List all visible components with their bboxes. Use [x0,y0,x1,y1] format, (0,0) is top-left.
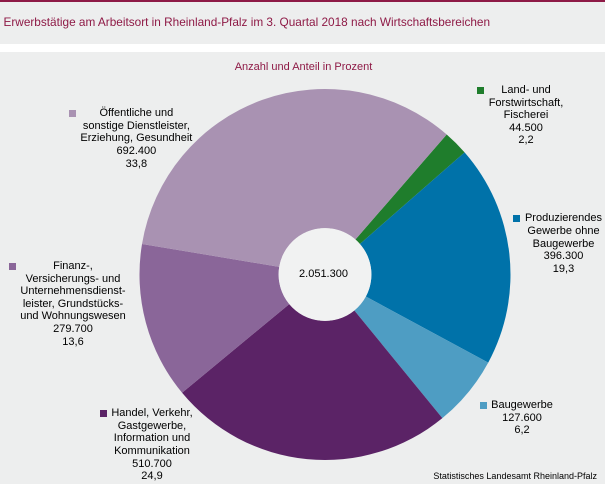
segment-label-line: Handel, Verkehr, [111,407,193,420]
segment-label-line: Unternehmensdienst- [20,285,126,298]
segment-label-line: und Wohnungswesen [20,310,126,323]
segment-label-line: 279.700 [53,322,93,335]
segment-label-line: Gewerbe ohne [527,224,600,237]
segment-label-line: Versicherungs- und [25,272,121,285]
segment-label-line: 6,2 [514,424,530,437]
segment-label-line: 692.400 [116,144,157,157]
segment-label-1: Produzierendes Gewerbe ohne Baugewerbe 396.… [525,212,602,275]
segment-label-line: Finanz-, [53,260,93,272]
pie-segment-1[interactable] [359,152,511,363]
donut-hole [278,228,372,321]
segment-label-line: 127.600 [502,411,542,424]
pie-segment-4[interactable] [139,243,290,393]
segment-label-line: Erziehung, Gesundheit [80,132,193,145]
legend-key-3 [99,410,107,417]
segment-label-line: Baugewerbe [532,237,595,250]
pie-segment-0[interactable] [355,134,465,244]
segment-label-line: 19,3 [552,262,575,275]
legend-key-4 [8,262,16,270]
chart-subtitle: Anzahl und Anteil in Prozent [234,61,373,73]
segment-label-line: Baugewerbe [491,399,553,412]
segment-label-line: Gastgewerbe, [117,419,187,432]
pie-segment-5[interactable] [142,88,447,267]
segment-label-line: Land- und [501,84,551,97]
donut-center-total: 2.051.300 [299,268,348,280]
segment-label-line: 2,2 [518,134,534,147]
source-attribution: Statistisches Landesamt Rheinland-Pfalz [433,471,597,481]
chart-title: Erwerbstätige am Arbeitsort in Rheinland… [3,14,491,29]
top-accent-bar [0,0,605,2]
legend-key-5 [68,110,76,117]
pie-segment-3[interactable] [182,304,443,461]
segment-label-line: Kommunikation [114,444,190,457]
segment-label-line: sonstige Dienstleister, [82,119,190,132]
legend-key-2 [479,401,487,409]
segment-label-5: Öffentliche und sonstige Dienstleister, Er… [80,107,192,170]
segment-label-line: 44.500 [509,121,543,134]
segment-label-4: Finanz-, Versicherungs- und Unternehmensdi… [20,260,126,348]
segment-label-2: Baugewerbe 127.600 6,2 [491,399,553,437]
segment-label-line: 510.700 [132,457,172,470]
segment-label-line: Forstwirtschaft, [488,96,564,109]
segment-label-3: Handel, Verkehr, Gastgewerbe, Information … [111,407,192,483]
segment-label-line: Fischerei [503,109,549,122]
segment-label-line: 13,6 [62,335,84,348]
segment-label-line: 33,8 [125,157,148,170]
segment-label-line: leister, Grundstücks- [22,297,124,310]
legend-key-1 [513,215,521,223]
segment-label-line: Öffentliche und [99,107,174,120]
segment-label-0: Land- und Forstwirtschaft, Fischerei 44.500… [489,84,564,147]
segment-label-line: Information und [113,432,191,445]
pie-segment-2[interactable] [354,296,489,419]
title-separator-band [0,44,605,52]
segment-label-line: Produzierendes [524,212,603,225]
legend-key-0 [477,86,485,94]
segment-label-line: 24,9 [141,470,163,483]
segment-label-line: 396.300 [543,250,584,263]
